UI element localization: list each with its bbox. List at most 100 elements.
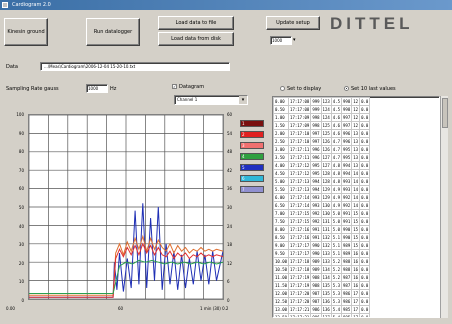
table-row: 13.50 17:17:21 986 137 5.4 985 17 0.0: [273, 313, 371, 317]
sampling-rate-label: Sampling Rate gauss: [6, 86, 59, 92]
load-data-to-file-button[interactable]: Load data to file: [158, 16, 234, 30]
table-cell: 998: [310, 121, 322, 130]
table-row: 11.00 17:17:19 988 134 5.2 987 16 0.0: [273, 273, 371, 282]
table-cell: 17:17:12: [288, 169, 312, 178]
table-cell: 991: [310, 225, 322, 234]
table-cell: 4.6: [330, 121, 343, 130]
spinbox-arrow-icon[interactable]: ▾: [293, 37, 296, 43]
table-cell: 7.50: [273, 217, 290, 226]
run-datalogger-button[interactable]: Run datalogger: [86, 18, 140, 46]
table-cell: 12: [351, 121, 361, 130]
table-cell: 132: [320, 241, 332, 250]
radio-icon[interactable]: [280, 86, 285, 91]
table-cell: 993: [310, 193, 322, 202]
table-cell: 17:17:16: [288, 225, 312, 234]
table-cell: 4.50: [273, 169, 290, 178]
table-cell: 12: [351, 105, 361, 114]
channel-dropdown[interactable]: Channel 1 ▾: [174, 95, 248, 105]
sampling-rate-field[interactable]: 1000: [86, 84, 108, 93]
table-cell: 994: [341, 161, 353, 170]
table-row: 12.00 17:17:20 987 135 5.3 986 17 0.0: [273, 289, 371, 298]
datagram-checkbox[interactable]: ✓ Datagram: [172, 84, 204, 90]
waveform-chart: [28, 114, 224, 300]
table-cell: 13: [351, 129, 361, 138]
table-cell: 0.0: [359, 161, 371, 170]
table-cell: 4.9: [330, 201, 343, 210]
table-cell: 990: [341, 225, 353, 234]
table-cell: 992: [310, 209, 322, 218]
chevron-down-icon[interactable]: ▾: [239, 96, 247, 104]
table-cell: 14: [351, 185, 361, 194]
file-path-field[interactable]: ...\Meas\Cardiogram\2006-12-04 15-20-10.…: [40, 62, 230, 71]
table-cell: 125: [320, 121, 332, 130]
rate-spinbox[interactable]: 1000: [270, 36, 292, 45]
table-cell: 0.0: [359, 297, 371, 306]
table-cell: 5.0: [330, 209, 343, 218]
table-row: 10.50 17:17:18 989 134 5.2 988 16 0.0: [273, 265, 371, 274]
y-tick-label: 90: [18, 130, 24, 136]
radio-set-to-display[interactable]: Set to display: [280, 86, 321, 92]
scrollbar-thumb[interactable]: [442, 98, 448, 128]
table-cell: 130: [320, 209, 332, 218]
table-cell: 11.50: [273, 281, 290, 290]
table-cell: 13: [351, 137, 361, 146]
checkbox-label: Datagram: [179, 84, 205, 90]
table-row: 2.50 17:17:10 997 126 4.7 996 13 0.0: [273, 137, 371, 146]
table-cell: 17:17:19: [288, 281, 312, 290]
kinesin-ground-button[interactable]: Kinesin ground: [4, 18, 48, 46]
table-cell: 13.00: [273, 305, 290, 314]
update-setup-button[interactable]: Update setup: [266, 16, 320, 30]
table-cell: 134: [320, 273, 332, 282]
table-cell: 0.0: [359, 313, 371, 317]
y-axis-right: 60 54 48 42 36 30 24 18 12 6 0: [226, 112, 238, 303]
y-tick-label-right: 48: [227, 149, 233, 155]
table-cell: 987: [310, 297, 322, 306]
table-cell: 15: [351, 209, 361, 218]
table-cell: 5.0: [330, 225, 343, 234]
sampling-rate-value: 1000: [88, 86, 99, 91]
table-cell: 994: [310, 185, 322, 194]
table-cell: 15: [351, 241, 361, 250]
table-cell: 10.00: [273, 257, 290, 266]
table-cell: 136: [320, 305, 332, 314]
table-cell: 992: [310, 217, 322, 226]
table-cell: 997: [341, 113, 353, 122]
table-row: 0.50 17:17:08 999 124 4.5 998 12 0.0: [273, 105, 371, 114]
checkbox-box[interactable]: ✓: [172, 84, 177, 89]
table-cell: 17:17:10: [288, 137, 312, 146]
radio-icon-selected[interactable]: [344, 86, 349, 91]
data-table[interactable]: 0.00 17:17:08 999 123 4.5 998 12 0.0 0.50 17:17:0…: [272, 96, 440, 318]
table-cell: 123: [320, 97, 332, 106]
table-cell: 17:17:21: [288, 313, 312, 317]
table-cell: 17:17:15: [288, 209, 312, 218]
table-cell: 17:17:11: [288, 145, 312, 154]
x-start-label: 0.00: [6, 306, 15, 311]
load-data-from-disk-button[interactable]: Load data from disk: [158, 32, 234, 46]
table-cell: 995: [310, 161, 322, 170]
table-cell: 0.0: [359, 105, 371, 114]
radio-set-last-values[interactable]: Set 10 last values: [344, 86, 396, 92]
table-cell: 135: [320, 281, 332, 290]
table-cell: 128: [320, 177, 332, 186]
table-cell: 127: [320, 161, 332, 170]
table-cell: 986: [310, 305, 322, 314]
table-cell: 991: [341, 217, 353, 226]
table-cell: 0.00: [273, 97, 290, 106]
x-end-label: 1 min (30) 0.2: [200, 306, 229, 311]
legend-swatch: 4: [240, 153, 264, 160]
table-cell: 5.4: [330, 313, 343, 317]
table-row: 12.50 17:17:20 987 136 5.3 986 17 0.0: [273, 297, 371, 306]
table-row: 9.00 17:17:17 990 132 5.1 989 15 0.0: [273, 241, 371, 250]
table-cell: 0.0: [359, 265, 371, 274]
table-cell: 0.0: [359, 217, 371, 226]
button-label: Kinesin ground: [7, 29, 45, 35]
table-cell: 989: [310, 257, 322, 266]
table-cell: 0.0: [359, 177, 371, 186]
table-cell: 9.50: [273, 249, 290, 258]
table-cell: 5.4: [330, 305, 343, 314]
table-cell: 5.2: [330, 257, 343, 266]
table-cell: 15: [351, 233, 361, 242]
table-scrollbar[interactable]: [440, 96, 448, 318]
table-cell: 4.9: [330, 185, 343, 194]
table-cell: 993: [341, 177, 353, 186]
